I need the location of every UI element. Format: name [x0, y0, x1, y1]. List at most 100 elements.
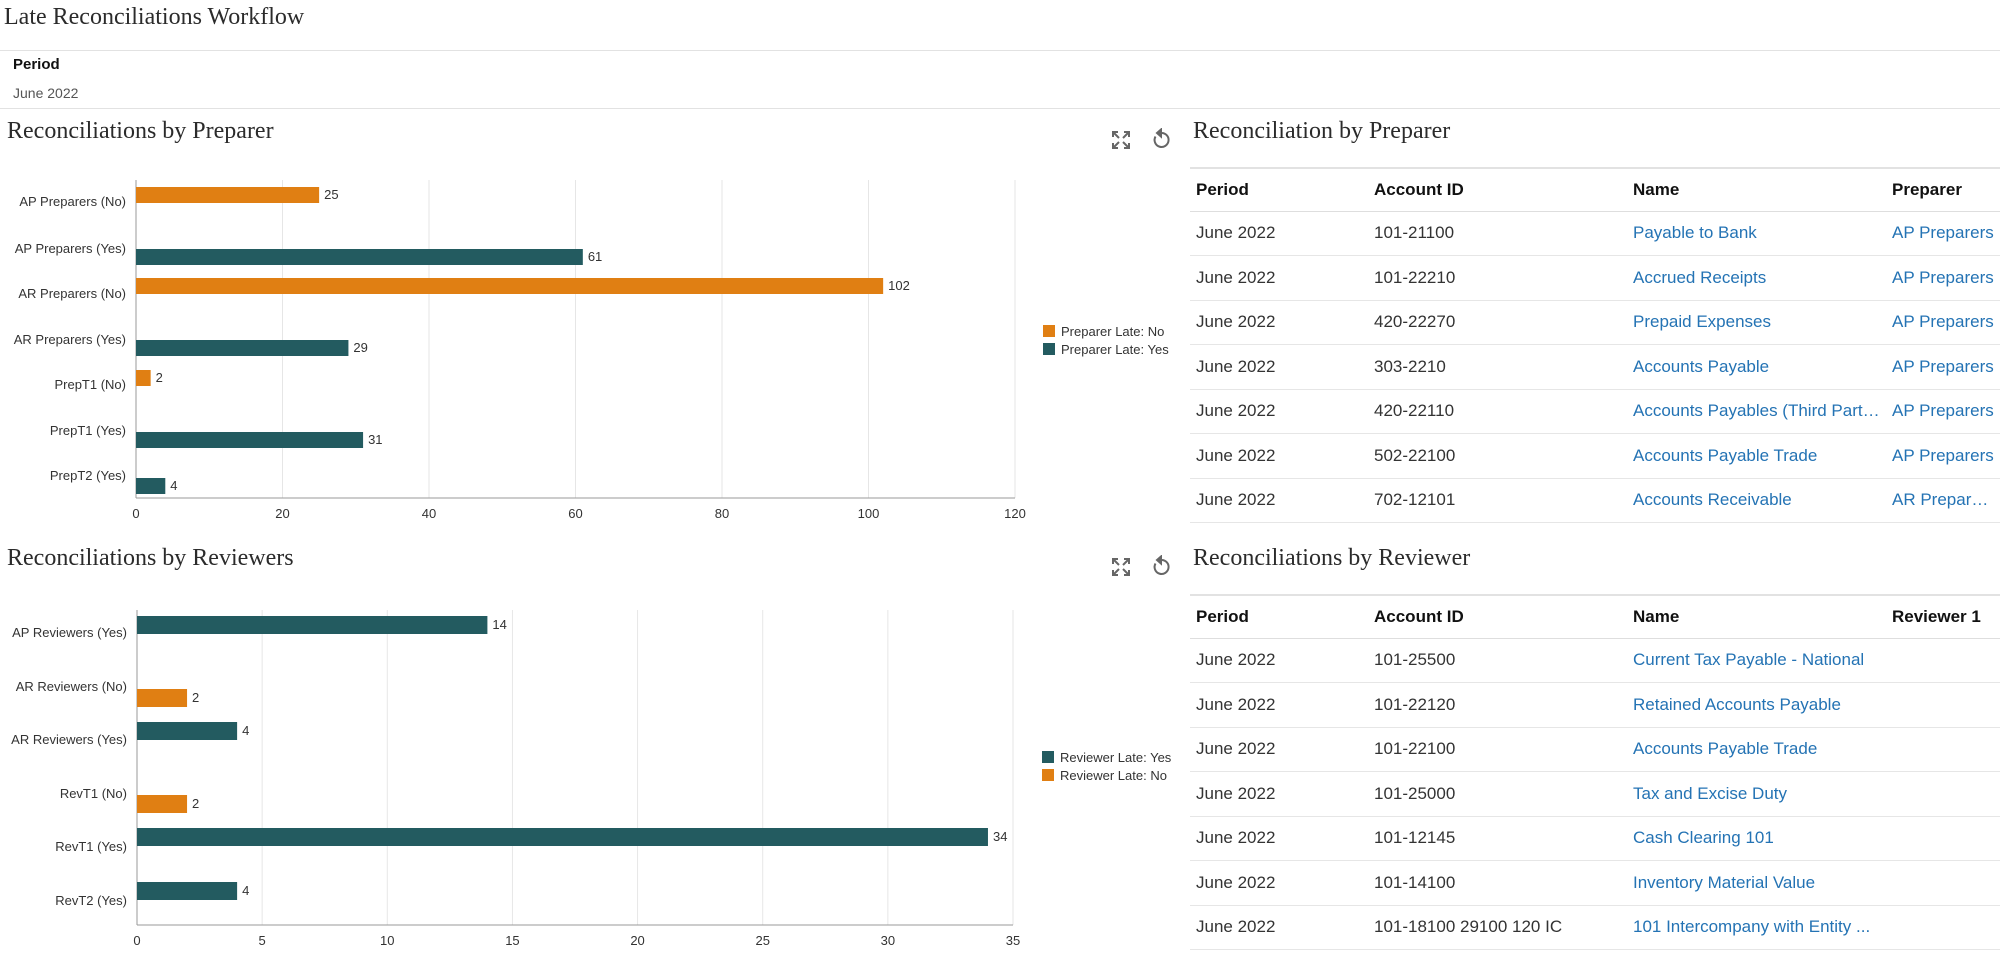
table-cell-link[interactable]: AP Preparers	[1886, 344, 2000, 390]
table-cell-link[interactable]: Payable to Bank	[1627, 211, 1886, 256]
table-cell-link[interactable]: AP Preparers	[1886, 389, 2000, 434]
table-cell: 420-22110	[1368, 389, 1627, 434]
table-cell-link[interactable]: Accounts Payable Trade	[1627, 433, 1886, 479]
bar	[136, 278, 884, 294]
column-header[interactable]: Period	[1190, 597, 1368, 639]
table-cell-link[interactable]: Cash Clearing 101	[1627, 816, 1886, 861]
refresh-icon[interactable]	[1149, 554, 1173, 579]
table-cell: June 2022	[1190, 816, 1368, 861]
table-row[interactable]: June 2022 101-22120 Retained Accounts Paya…	[1190, 682, 2000, 728]
column-header[interactable]: Name	[1627, 170, 1886, 212]
table-cell-link[interactable]	[1886, 771, 2000, 817]
data-label: 25	[324, 187, 338, 202]
reviewer-bar-chart: 0 5 10 15 20 25 30 35 AP Reviewers (Yes) AR Revie…	[0, 580, 1180, 963]
table-cell-link[interactable]: Inventory Material Value	[1627, 860, 1886, 906]
table-row[interactable]: June 2022 420-22270 Prepaid Expenses AP Pre…	[1190, 300, 2000, 345]
table-row[interactable]: June 2022 101-18100 29100 120 IC 101 Inter…	[1190, 905, 2000, 950]
table-cell: 101-22120	[1368, 682, 1627, 728]
table-row[interactable]: June 2022 702-12101 Accounts Receivable AR …	[1190, 478, 2000, 523]
legend-label: Preparer Late: No	[1061, 324, 1164, 339]
bar	[137, 828, 988, 846]
table-row[interactable]: June 2022 502-22100 Accounts Payable Trade…	[1190, 433, 2000, 479]
data-label: 31	[368, 432, 382, 447]
table-cell-link[interactable]	[1886, 638, 2000, 683]
bar	[137, 616, 488, 634]
table-row[interactable]: June 2022 420-22110 Accounts Payables (Thi…	[1190, 389, 2000, 434]
bar	[137, 722, 238, 740]
x-tick-label: 100	[858, 506, 880, 521]
table-cell-link[interactable]: Retained Accounts Payable	[1627, 682, 1886, 728]
table-cell-link[interactable]: Tax and Excise Duty	[1627, 771, 1886, 817]
table-cell-link[interactable]	[1886, 682, 2000, 728]
x-tick-label: 120	[1004, 506, 1026, 521]
table-row[interactable]: June 2022 303-2210 Accounts Payable AP Prep…	[1190, 344, 2000, 390]
y-category-label: AP Preparers (No)	[19, 194, 126, 209]
period-filter-value[interactable]: June 2022	[13, 85, 79, 101]
page-title: Late Reconciliations Workflow	[4, 4, 305, 30]
table-cell-link[interactable]: AP Preparers	[1886, 433, 2000, 479]
table-cell-link[interactable]: AP Preparers	[1886, 300, 2000, 345]
table-row[interactable]: June 2022 101-25000 Tax and Excise Duty	[1190, 771, 2000, 817]
reviewer-table-title: Reconciliations by Reviewer	[1193, 545, 1471, 571]
x-tick-label: 20	[630, 933, 644, 948]
x-tick-label: 15	[505, 933, 519, 948]
table-cell-link[interactable]: Accounts Payables (Third Party...	[1627, 389, 1886, 434]
bar	[136, 478, 166, 494]
y-category-label: PrepT2 (Yes)	[50, 468, 126, 483]
x-tick-label: 5	[259, 933, 266, 948]
table-row[interactable]: June 2022 101-14100 Inventory Material Val…	[1190, 860, 2000, 906]
column-header[interactable]: Account ID	[1368, 597, 1627, 639]
table-cell-link[interactable]: AP Preparers	[1886, 255, 2000, 301]
table-row[interactable]: June 2022 101-12145 Cash Clearing 101	[1190, 816, 2000, 861]
bar	[136, 249, 583, 265]
column-header[interactable]: Name	[1627, 597, 1886, 639]
table-cell: June 2022	[1190, 727, 1368, 772]
table-cell-link[interactable]: Accrued Receipts	[1627, 255, 1886, 301]
table-cell-link[interactable]: Accounts Payable Trade	[1627, 727, 1886, 772]
table-cell: June 2022	[1190, 255, 1368, 301]
expand-icon[interactable]	[1109, 128, 1133, 152]
table-cell: 101-22100	[1368, 727, 1627, 772]
table-cell: 303-2210	[1368, 344, 1627, 390]
table-cell: 101-22210	[1368, 255, 1627, 301]
table-cell-link[interactable]: 101 Intercompany with Entity ...	[1627, 905, 1886, 950]
table-cell-link[interactable]	[1886, 816, 2000, 861]
table-cell-link[interactable]	[1886, 727, 2000, 772]
expand-icon[interactable]	[1109, 555, 1133, 579]
table-cell-link[interactable]	[1886, 860, 2000, 906]
legend-label: Preparer Late: Yes	[1061, 342, 1169, 357]
column-header[interactable]: Period	[1190, 170, 1368, 212]
table-row[interactable]: June 2022 101-22210 Accrued Receipts AP Pre…	[1190, 255, 2000, 301]
y-category-label: AP Preparers (Yes)	[15, 241, 126, 256]
table-cell-link[interactable]: Prepaid Expenses	[1627, 300, 1886, 345]
table-cell-link[interactable]: Accounts Receivable	[1627, 478, 1886, 523]
table-row[interactable]: June 2022 101-25500 Current Tax Payable - …	[1190, 638, 2000, 683]
legend-label: Reviewer Late: Yes	[1060, 750, 1172, 765]
data-label: 61	[588, 249, 602, 264]
x-tick-label: 35	[1006, 933, 1020, 948]
table-cell-link[interactable]: Current Tax Payable - National	[1627, 638, 1886, 683]
table-cell: June 2022	[1190, 682, 1368, 728]
x-tick-label: 25	[755, 933, 769, 948]
table-cell: June 2022	[1190, 389, 1368, 434]
table-cell: 702-12101	[1368, 478, 1627, 523]
y-category-label: RevT2 (Yes)	[55, 893, 127, 908]
y-category-label: AR Reviewers (Yes)	[11, 732, 127, 747]
refresh-icon[interactable]	[1149, 127, 1173, 152]
column-header[interactable]: Preparer	[1886, 170, 2000, 212]
table-cell: June 2022	[1190, 771, 1368, 817]
table-row[interactable]: June 2022 101-21100 Payable to Bank AP Prep…	[1190, 211, 2000, 256]
table-row[interactable]: June 2022 101-22100 Accounts Payable Trade	[1190, 727, 2000, 772]
table-cell-link[interactable]: Accounts Payable	[1627, 344, 1886, 390]
table-cell-link[interactable]: AR Preparers	[1886, 478, 2000, 523]
column-header[interactable]: Account ID	[1368, 170, 1627, 212]
table-cell-link[interactable]: AP Preparers	[1886, 211, 2000, 256]
header-divider	[0, 50, 2000, 51]
table-cell: 101-12145	[1368, 816, 1627, 861]
column-header[interactable]: Reviewer 1	[1886, 597, 2000, 639]
data-label: 2	[192, 796, 199, 811]
y-category-label: AR Preparers (No)	[18, 286, 126, 301]
preparer-bar-chart: 0 20 40 60 80 100 120 AP Preparers (No) AP Prepa…	[0, 150, 1180, 535]
table-cell-link[interactable]	[1886, 905, 2000, 950]
data-label: 4	[170, 478, 177, 493]
